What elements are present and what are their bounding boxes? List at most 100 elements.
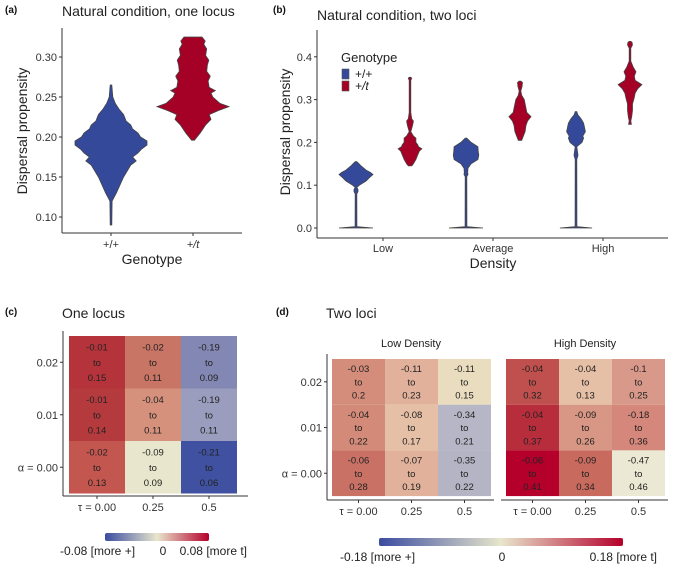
panel-d-low-cell [385, 404, 438, 451]
violin-wild-high [559, 111, 593, 229]
panel-d-high-cell-label: -0.1 [630, 364, 646, 375]
panel-d: (d) Two loci Low Density High Density -0… [276, 305, 668, 564]
panel-d-low-cell-label: -0.11 [454, 364, 475, 375]
panel-d-label: (d) [276, 307, 289, 318]
panel-a: (a) Natural condition, one locus 0.100.1… [5, 3, 242, 267]
panel-c-cell-label: 0.06 [200, 478, 219, 489]
panel-d-low-ytick-label: α = 0.00 [282, 468, 322, 480]
panel-d-low-cell [332, 404, 385, 451]
panel-c-cell-label: 0.09 [200, 373, 219, 384]
panel-b-ytick-label: 0.0 [297, 223, 312, 235]
panel-d-low-cell [438, 359, 491, 405]
panel-b-title: Natural condition, two loci [317, 7, 477, 23]
legend-title: Genotype [341, 50, 397, 65]
panel-c-cell [69, 336, 125, 389]
panel-c-xtick-label: 0.5 [201, 502, 216, 514]
panel-c-cell-label: 0.11 [200, 425, 218, 436]
panel-d-low-cell-label: 0.22 [349, 436, 368, 447]
panel-d-high-cell-label: 0.41 [523, 482, 542, 493]
panel-d-high-xtick-label: 0.5 [631, 506, 646, 518]
panel-d-low-cell-label: 0.15 [455, 391, 474, 402]
panel-c-cell-label: to [149, 463, 157, 474]
panel-d-low-cell-label: 0.2 [352, 391, 365, 402]
panel-c-colorbar-min: -0.08 [more +] [60, 544, 135, 558]
panel-d-low-cell [438, 450, 491, 497]
panel-d-high-cell-label: to [529, 469, 537, 480]
panel-c-colorbar-max: 0.08 [more t] [180, 544, 247, 558]
panel-a-ytick-label: 0.30 [36, 52, 57, 64]
panel-d-high-cell-label: to [635, 377, 643, 388]
panel-c-label: (c) [5, 307, 17, 318]
panel-c-cell [181, 336, 237, 389]
panel-c-cell-label: -0.09 [142, 448, 164, 459]
panel-d-low-cell-label: -0.11 [401, 364, 422, 375]
panel-d-low-cell-label: to [461, 469, 469, 480]
panel-c-cell-label: -0.02 [86, 448, 108, 459]
panel-d-high-cell-label: 0.46 [629, 482, 648, 493]
panel-d-low-cell-label: 0.19 [402, 482, 421, 493]
panel-a-x-label: Genotype [122, 251, 183, 267]
panel-a-xtick-label: +/+ [103, 239, 119, 251]
panel-d-high-cell-label: -0.09 [575, 455, 597, 466]
panel-c-title: One locus [62, 305, 125, 321]
panel-d-low-cell-label: 0.22 [455, 482, 474, 493]
panel-a-ytick-label: 0.25 [36, 92, 57, 104]
panel-d-high-cell-label: to [582, 377, 590, 388]
panel-b-y-ticks: 0.0 0.1 0.2 0.3 0.4 [297, 52, 317, 235]
panel-d-high-xtick-label: τ = 0.00 [513, 506, 551, 518]
panel-c-cell-label: -0.04 [142, 395, 164, 406]
panel-b-plot-area [338, 41, 643, 229]
panel-d-low-cell-label: -0.06 [348, 455, 370, 466]
violin-t-average [508, 80, 532, 141]
panel-b-xtick-label: Average [473, 243, 514, 255]
panel-d-low-xtick-label: τ = 0.00 [339, 506, 377, 518]
panel-c-cell-label: 0.11 [144, 425, 162, 436]
panel-d-high-cell [559, 404, 612, 451]
panel-c-cell-label: 0.14 [88, 425, 107, 436]
panel-c-xtick-label: τ = 0.00 [78, 502, 116, 514]
panel-d-high-cell-label: 0.34 [576, 482, 595, 493]
panel-c-colorbar-mid: 0 [160, 544, 167, 558]
legend-label-wild: +/+ [355, 67, 372, 81]
panel-d-high-cell-label: -0.47 [628, 455, 650, 466]
panel-c-ytick-label: 0.02 [37, 357, 58, 369]
panel-d-colorbar-mid: 0 [499, 550, 506, 564]
panel-b-ytick-label: 0.3 [297, 95, 312, 107]
panel-a-x-ticks: +/+ +/t [103, 233, 200, 251]
panel-d-low-cell [332, 359, 385, 405]
panel-d-high-cell [559, 359, 612, 405]
panel-c-cell-label: to [93, 463, 101, 474]
panel-d-low-cell-label: to [408, 377, 416, 388]
panel-b-ytick-label: 0.4 [297, 52, 312, 64]
panel-b-xtick-label: Low [373, 243, 393, 255]
panel-d-low-cell-label: to [355, 469, 363, 480]
panel-c-cell-label: -0.21 [198, 448, 220, 459]
panel-d-low-cell-label: to [461, 377, 469, 388]
panel-d-high-cell [506, 404, 559, 451]
panel-a-ytick-label: 0.10 [36, 212, 57, 224]
panel-b-xtick-label: High [592, 243, 615, 255]
panel-d-low-cell-label: to [461, 423, 469, 434]
panel-d-low-ytick-label: 0.02 [301, 377, 322, 389]
panel-a-title: Natural condition, one locus [62, 3, 235, 19]
panel-d-high-cell-label: 0.36 [629, 436, 648, 447]
panel-d-low-ytick-label: 0.01 [301, 423, 322, 435]
panel-b-x-label: Density [470, 255, 517, 271]
panel-b: (b) Natural condition, two loci 0.00.10.… [273, 5, 668, 271]
panel-c-ytick-label: 0.01 [37, 410, 58, 422]
panel-c-cell [69, 388, 125, 441]
panel-d-low-cell [385, 359, 438, 405]
panel-d-high-cell-label: -0.06 [522, 455, 544, 466]
panel-d-high-cell-label: to [529, 377, 537, 388]
panel-c-cell [181, 388, 237, 441]
panel-a-label: (a) [5, 5, 17, 16]
panel-d-high-cell-label: to [529, 423, 537, 434]
panel-d-low-cell-label: to [355, 423, 363, 434]
panel-d-high-cell [612, 404, 665, 451]
panel-d-title: Two loci [326, 305, 377, 321]
panel-d-low-cell-label: 0.28 [349, 482, 368, 493]
panel-c-cell-label: 0.09 [144, 478, 163, 489]
panel-d-high-cell [612, 450, 665, 497]
panel-b-label: (b) [273, 5, 286, 16]
panel-d-high-cell-label: to [582, 423, 590, 434]
